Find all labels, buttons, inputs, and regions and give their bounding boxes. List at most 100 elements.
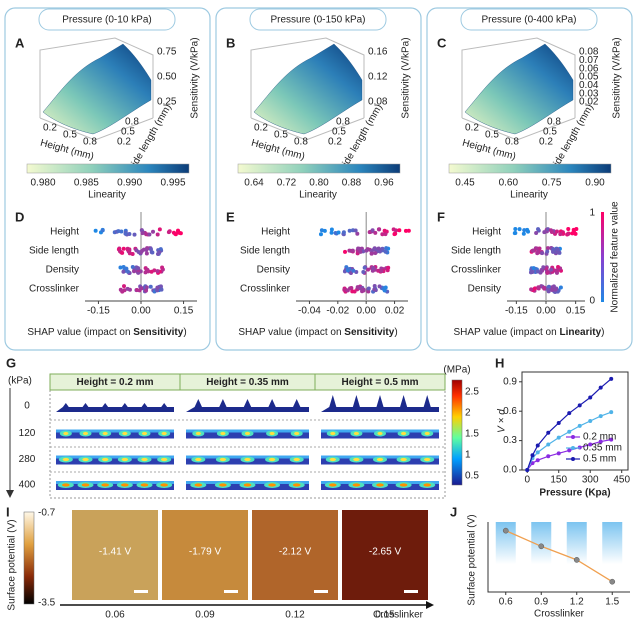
- axis-box: [39, 37, 154, 118]
- shap-dot: [173, 232, 178, 237]
- colorbar: [448, 163, 612, 174]
- colorbar: [237, 163, 401, 174]
- x-tick-label: 0.15: [174, 306, 194, 317]
- shap-dot: [345, 288, 350, 293]
- scale-bar: [314, 590, 328, 593]
- height-tick-label: 0.8: [83, 137, 97, 148]
- structure: [56, 481, 174, 490]
- shap-dot: [350, 289, 355, 294]
- colorbar-tick-label: 1: [465, 450, 471, 461]
- stress-spot: [353, 457, 360, 462]
- data-point: [546, 454, 551, 459]
- shap-dot: [370, 228, 375, 233]
- side-tick-label: 0.8: [125, 117, 139, 128]
- shap-dot: [566, 232, 571, 237]
- shap-dot: [397, 228, 402, 233]
- colorbar-tick-label: 2.5: [465, 387, 479, 398]
- shap-dot: [351, 268, 356, 273]
- data-point: [567, 429, 572, 434]
- y-tick-label: 0.3: [503, 435, 517, 446]
- colorbar-tick-label: 0.995: [160, 178, 185, 189]
- x-axis-label: SHAP value (impact on Sensitivity): [27, 327, 186, 338]
- stress-spot: [399, 483, 408, 487]
- kpfm-image: [342, 510, 428, 600]
- x-axis-label-part: ): [601, 327, 604, 338]
- column-header-text: Height = 0.35 mm: [206, 377, 289, 388]
- crosslinker-label: 0.12: [285, 610, 305, 621]
- height-tick-label: 0.5: [485, 130, 499, 141]
- data-point: [530, 461, 535, 466]
- data-point: [609, 578, 616, 585]
- side-tick-label: 0.5: [543, 127, 557, 138]
- shap-dot: [329, 227, 334, 232]
- data-point: [609, 410, 614, 415]
- shap-dot: [100, 228, 105, 233]
- shap-dot: [144, 248, 149, 253]
- shap-dot: [535, 269, 540, 274]
- column-header-text: Height = 0.5 mm: [342, 377, 419, 388]
- feature-colorbar-high: 1: [589, 208, 595, 219]
- shap-dot: [541, 265, 546, 270]
- row-label: 280: [19, 454, 36, 465]
- stress-spot: [376, 483, 384, 487]
- shap-dot: [155, 232, 160, 237]
- shap-dot: [553, 287, 558, 292]
- stress-spot: [195, 431, 201, 436]
- shap-dot: [361, 287, 366, 292]
- shap-dot: [380, 232, 385, 237]
- legend-label: 0.2 mm: [583, 432, 616, 443]
- axis-box: [39, 117, 154, 141]
- stress-spot: [195, 457, 202, 462]
- x-axis-label: SHAP value (impact on Linearity): [453, 327, 604, 338]
- arrow-head: [426, 601, 434, 609]
- shap-dot: [322, 228, 327, 233]
- axis-lines: [487, 522, 630, 593]
- x-axis-label-part: SHAP value (impact on: [453, 327, 559, 338]
- z-tick-label: 0.50: [157, 72, 177, 83]
- shap-dot: [122, 284, 127, 289]
- x-tick-label: 0.00: [356, 306, 376, 317]
- z-tick-label: 0.75: [157, 47, 177, 58]
- surface: [253, 43, 363, 135]
- panel-letter: D: [15, 209, 24, 224]
- stress-spot: [269, 431, 275, 436]
- shap-dot: [549, 267, 554, 272]
- plot-frame: [521, 371, 629, 471]
- axis-box: [461, 37, 576, 118]
- shap-dot: [535, 251, 540, 256]
- x-axis-label: Crosslinker: [373, 610, 424, 621]
- stress-spot: [292, 483, 301, 487]
- shap-dot: [403, 228, 408, 233]
- z-axis-label: Sensitivity (V/kPa): [190, 37, 201, 118]
- stress-spot: [329, 483, 337, 487]
- x-axis-label: Pressure (Kpa): [539, 488, 610, 499]
- colorbar-tick-label: 0.88: [342, 178, 362, 189]
- side-axis-label: Side length (mm): [337, 102, 385, 173]
- structure: [56, 429, 174, 439]
- y-axis-label: V × d: [497, 409, 508, 433]
- panel-letter: G: [6, 355, 16, 370]
- feature-label: Crosslinker: [240, 284, 291, 295]
- feature-label: Density: [46, 265, 79, 276]
- series-line: [526, 411, 612, 471]
- colorbar-label: Linearity: [510, 190, 548, 201]
- colorbar-tick-label: 0.980: [30, 178, 55, 189]
- shap-dot: [123, 231, 128, 236]
- stress-spot: [141, 431, 148, 436]
- shap-dot: [157, 227, 162, 232]
- side-tick-label: 0.2: [539, 137, 553, 148]
- shap-dot: [572, 230, 577, 235]
- surface: [42, 43, 152, 135]
- stress-spot: [352, 483, 361, 487]
- shap-dot: [175, 228, 180, 233]
- side-tick-label: 0.8: [336, 117, 350, 128]
- shap-dot: [356, 246, 361, 251]
- stress-spot: [121, 483, 129, 487]
- title-pill: [249, 8, 387, 31]
- data-point: [556, 420, 561, 425]
- shap-dot: [386, 265, 391, 270]
- panel-letter: F: [437, 209, 445, 224]
- potential-label: -2.65 V: [369, 547, 402, 558]
- z-tick-label: 0.12: [368, 72, 388, 83]
